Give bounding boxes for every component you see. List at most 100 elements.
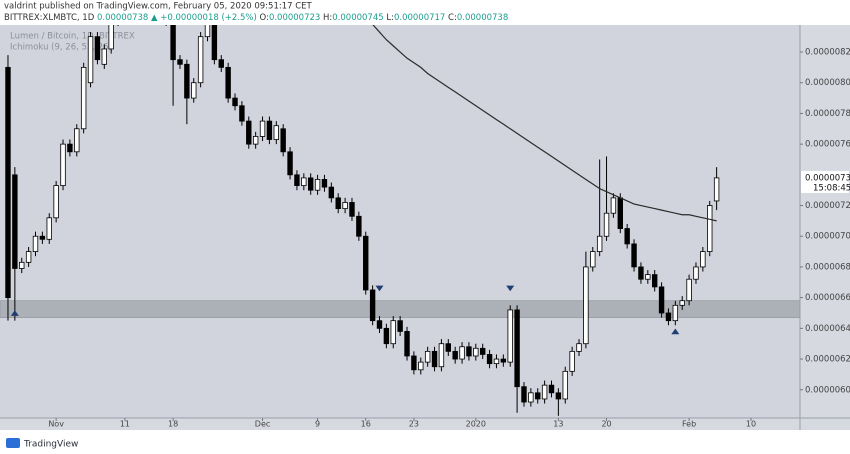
moving-average-line xyxy=(372,25,717,222)
candle-body xyxy=(232,97,238,107)
candle-body xyxy=(321,179,328,188)
candle-body xyxy=(479,347,486,355)
y-tick-label: 0.00000820 xyxy=(805,48,850,58)
candle-body xyxy=(204,25,211,38)
candle-body xyxy=(438,343,445,368)
candle-body xyxy=(576,343,582,352)
tradingview-logo: TradingView xyxy=(6,438,78,450)
candle-body xyxy=(191,82,197,99)
candle-body xyxy=(424,350,431,363)
candle-body xyxy=(658,286,665,314)
ohlc-value: 0.00000723 xyxy=(269,13,320,23)
candle-body xyxy=(590,251,596,268)
signal-marker xyxy=(506,285,515,292)
candle-body xyxy=(445,343,451,352)
candle-body xyxy=(67,143,73,153)
candle-body xyxy=(94,36,101,61)
candle-body xyxy=(273,125,279,140)
candle-body xyxy=(46,217,52,240)
symbol: BITTREX:XLMBTC, 1D xyxy=(4,13,95,23)
signal-marker xyxy=(10,310,19,316)
candle-body xyxy=(376,320,383,329)
candle-body xyxy=(555,392,562,400)
x-tick-label: 20 xyxy=(601,420,611,429)
x-tick-label: Nov xyxy=(48,420,64,429)
candle-body xyxy=(342,202,348,210)
candle-body xyxy=(624,228,630,245)
candle-body xyxy=(225,66,231,99)
candle-body xyxy=(713,177,720,202)
candle-body xyxy=(672,304,679,322)
candle-body xyxy=(528,392,534,403)
candle-body xyxy=(548,384,555,394)
candle-body xyxy=(507,309,513,363)
logo-text: TradingView xyxy=(23,440,78,450)
candle-body xyxy=(631,243,637,268)
candle-body xyxy=(60,143,66,186)
price-axis xyxy=(800,25,850,418)
candle-body xyxy=(693,266,699,280)
change: ▲ +0.00000018 (+2.5%) xyxy=(151,13,257,23)
candle-body xyxy=(645,274,651,280)
candle-body xyxy=(39,235,46,240)
indicator-label: Ichimoku (9, 26, 52, 26) xyxy=(10,43,112,53)
candle-body xyxy=(665,312,672,322)
candle-body xyxy=(541,384,548,400)
x-tick-label: Feb xyxy=(682,420,696,429)
candle-body xyxy=(108,25,114,50)
publish-info: valdrint published on TradingView.com, F… xyxy=(4,2,313,12)
candle-body xyxy=(266,120,273,140)
ohlc-label: O: xyxy=(260,13,269,23)
candle-body xyxy=(5,66,11,299)
candle-body xyxy=(239,105,245,122)
candle-body xyxy=(314,179,321,191)
candle-body xyxy=(638,266,644,280)
plot-area xyxy=(0,25,800,418)
candle-body xyxy=(369,289,376,322)
symbol-line: BITTREX:XLMBTC, 1D 0.00000738 ▲ +0.00000… xyxy=(4,13,508,23)
candle-body xyxy=(397,320,403,332)
candle-body xyxy=(569,350,575,372)
candle-body xyxy=(74,128,80,153)
candle-body xyxy=(12,174,18,269)
candle-body xyxy=(493,358,500,365)
candle-body xyxy=(679,300,685,306)
candle-body xyxy=(383,327,390,345)
candle-body xyxy=(80,66,87,130)
ohlc-label: H: xyxy=(323,13,332,23)
candle-body xyxy=(19,261,25,269)
x-tick-label: 10 xyxy=(746,420,756,429)
price: 0.00000738 xyxy=(97,13,148,23)
candle-body xyxy=(466,346,472,357)
candle-body xyxy=(603,212,610,237)
x-tick-label: 18 xyxy=(168,420,178,429)
candle-body xyxy=(197,36,204,84)
candle-body xyxy=(177,59,183,65)
ohlc-value: 0.00000717 xyxy=(394,13,445,23)
candle-body xyxy=(500,358,507,363)
plot-content xyxy=(0,25,800,416)
candle-body xyxy=(431,350,438,368)
candle-body xyxy=(287,151,293,176)
candle-body xyxy=(473,347,479,357)
candle-body xyxy=(651,274,658,288)
chart-title: Lumen / Bitcoin, 1D, BITTREX xyxy=(10,32,135,42)
candle-body xyxy=(280,128,286,153)
candle-body xyxy=(101,48,107,65)
candle-body xyxy=(349,202,355,217)
time-axis xyxy=(0,418,850,430)
candle-body xyxy=(617,197,623,229)
x-tick-label: 9 xyxy=(315,420,320,429)
x-tick-label: Dec xyxy=(255,420,270,429)
candle-body xyxy=(535,392,541,400)
